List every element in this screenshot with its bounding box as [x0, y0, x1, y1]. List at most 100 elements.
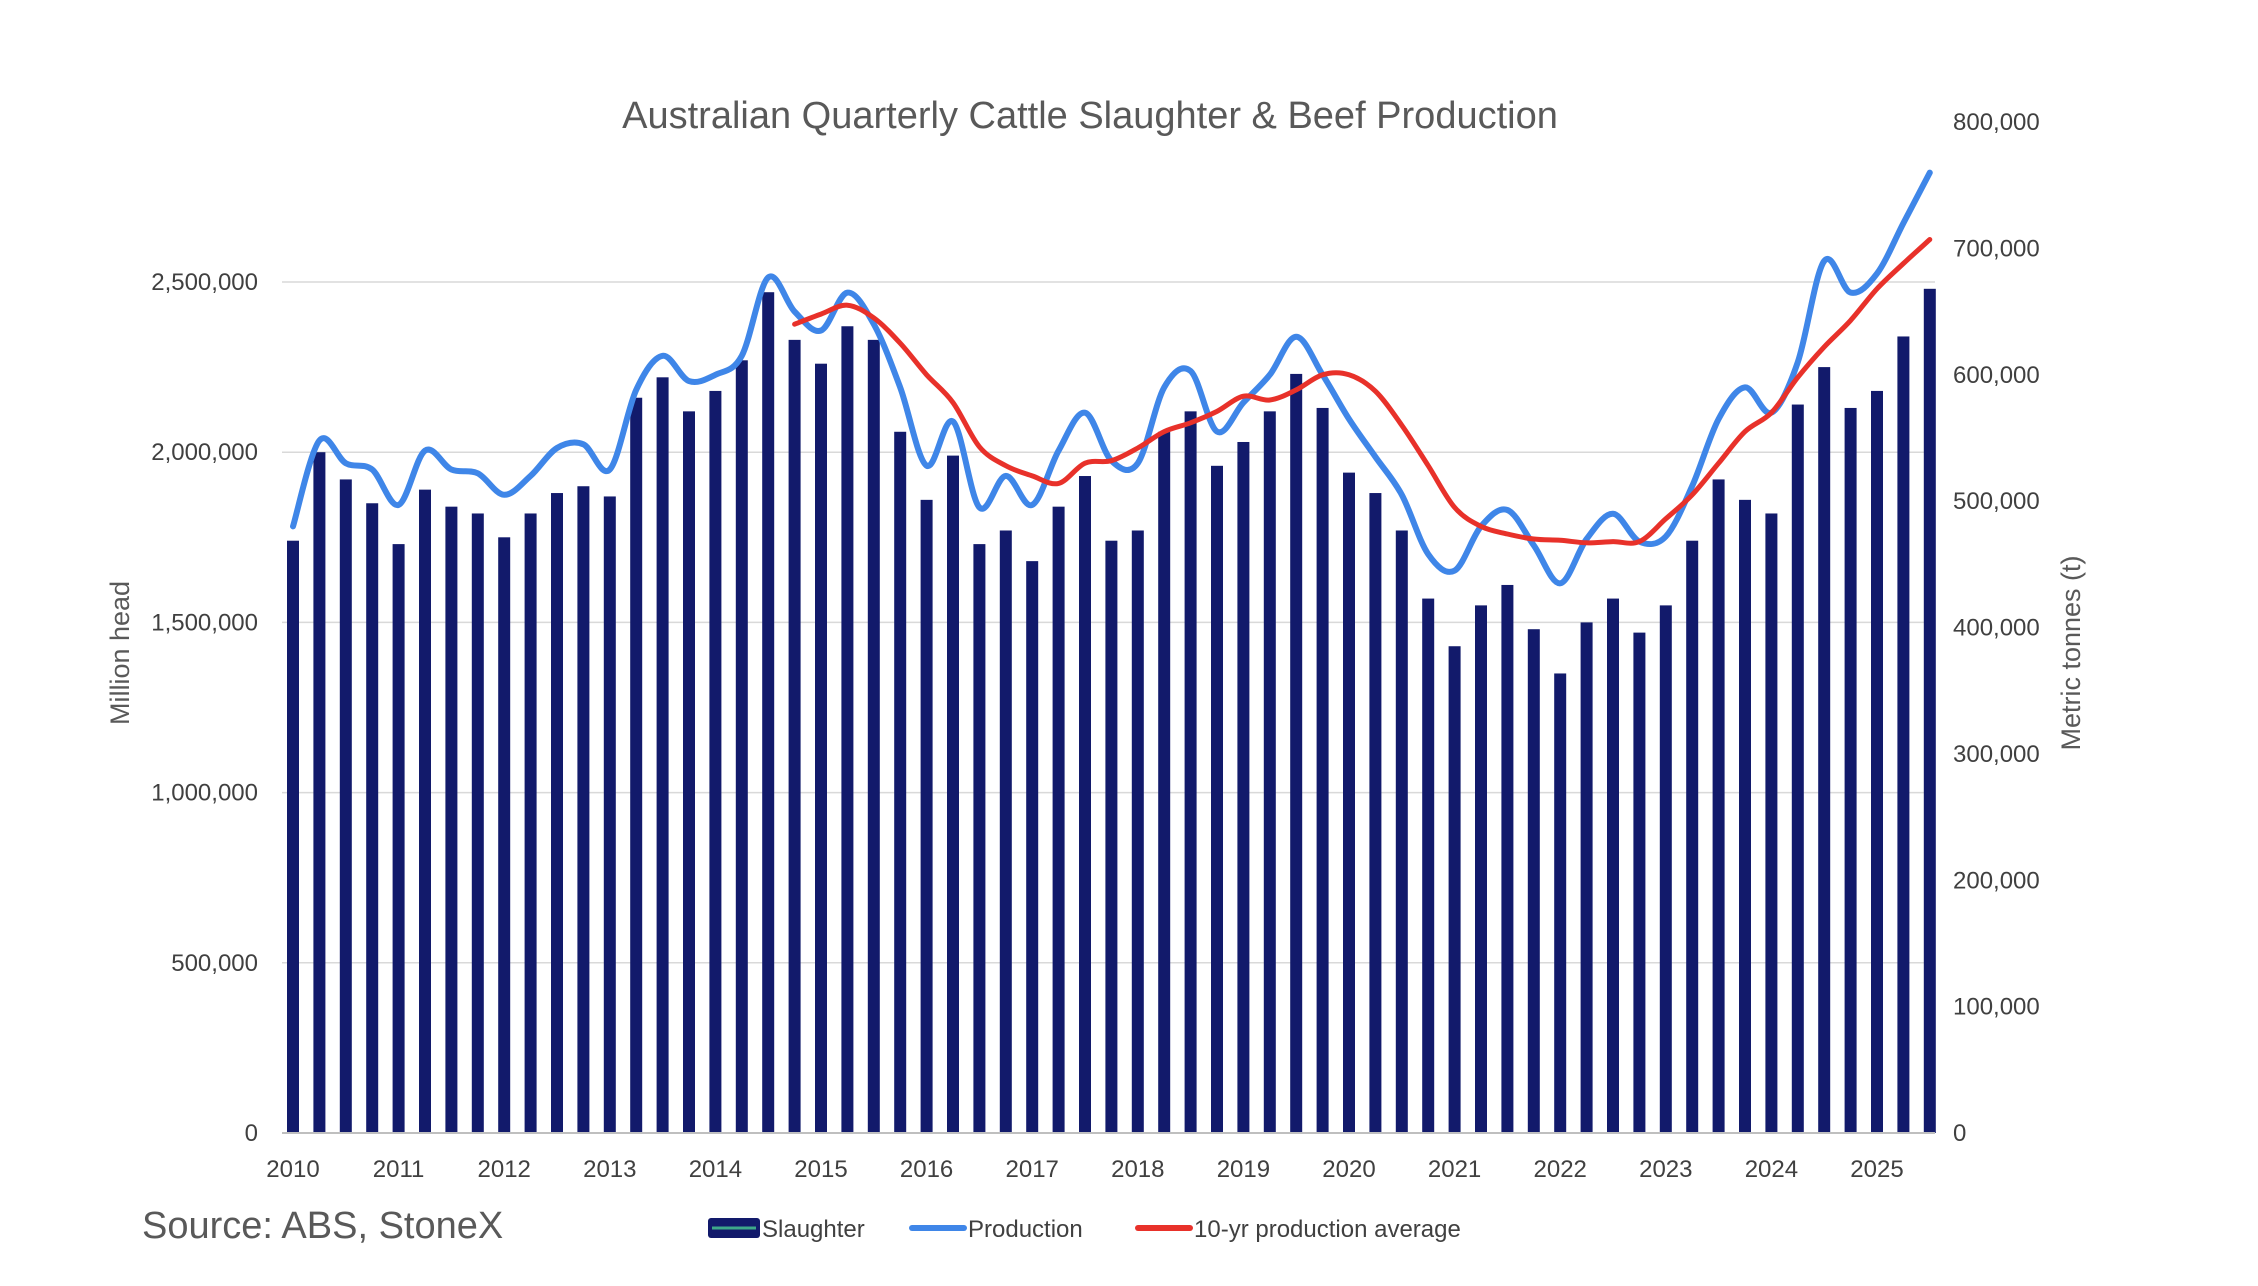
left-tick-label: 2,000,000	[151, 439, 258, 466]
slaughter-bar	[1871, 390, 1883, 1134]
slaughter-bar	[339, 479, 352, 1133]
production-line	[290, 169, 1933, 587]
x-tick-label: 2023	[1639, 1156, 1692, 1183]
x-tick-label: 2025	[1850, 1156, 1903, 1183]
slaughter-bar	[1343, 472, 1355, 1133]
slaughter-bar	[1765, 513, 1778, 1133]
slaughter-bar	[551, 493, 563, 1134]
slaughter-bar	[999, 530, 1012, 1133]
legend-production-label: Production	[968, 1216, 1083, 1243]
right-tick-label: 0	[1953, 1120, 1966, 1147]
slaughter-bar	[841, 326, 854, 1133]
slaughter-bar	[894, 431, 907, 1133]
slaughter-bar	[1158, 431, 1171, 1133]
x-tick-label: 2020	[1322, 1156, 1375, 1183]
left-tick-label: 500,000	[171, 950, 258, 977]
right-tick-label: 500,000	[1953, 488, 2040, 515]
right-tick-label: 400,000	[1953, 615, 2040, 642]
slaughter-bar	[867, 339, 880, 1133]
slaughter-bar	[1475, 605, 1487, 1133]
x-axis-ticks: 2010 2011 2012 2013 2014 2015 2016 2017 2018 2019…	[266, 1156, 1903, 1183]
x-tick-label: 2012	[478, 1156, 531, 1183]
right-tick-label: 800,000	[1953, 109, 2040, 136]
slaughter-bar	[1211, 465, 1223, 1133]
right-tick-label: 300,000	[1953, 741, 2040, 768]
x-tick-label: 2013	[583, 1156, 636, 1183]
slaughter-bar	[1026, 561, 1039, 1133]
slaughter-bar	[603, 496, 616, 1133]
slaughter-bar	[1290, 373, 1303, 1134]
chart-title: Australian Quarterly Cattle Slaughter & …	[622, 95, 1558, 137]
slaughter-bar	[313, 452, 326, 1133]
x-tick-label: 2024	[1745, 1156, 1798, 1183]
left-axis-label: Million head	[105, 581, 135, 725]
legend-average-label: 10-yr production average	[1194, 1216, 1461, 1243]
slaughter-bar	[1554, 673, 1567, 1133]
right-axis-label: Metric tonnes (t)	[2056, 555, 2086, 750]
slaughter-bar	[498, 537, 511, 1133]
slaughter-bar	[1580, 622, 1593, 1133]
slaughter-bar	[1263, 411, 1276, 1133]
x-tick-label: 2011	[373, 1156, 425, 1183]
slaughter-bar	[1818, 367, 1831, 1134]
slaughter-bar	[1923, 288, 1936, 1134]
slaughter-bar	[392, 544, 405, 1133]
slaughter-bar	[762, 292, 775, 1133]
x-tick-label: 2014	[689, 1156, 742, 1183]
x-tick-label: 2022	[1534, 1156, 1587, 1183]
slaughter-bar	[656, 377, 669, 1133]
slaughter-bar	[419, 489, 431, 1133]
slaughter-bar	[1607, 598, 1619, 1133]
slaughter-bar	[1527, 629, 1540, 1133]
legend: Slaughter Production 10-yr production av…	[708, 1216, 1461, 1243]
slaughter-bar	[1079, 476, 1091, 1133]
x-tick-label: 2017	[1006, 1156, 1059, 1183]
slaughter-bar	[735, 360, 748, 1133]
slaughter-bars	[287, 288, 1936, 1134]
slaughter-bar	[815, 363, 827, 1133]
slaughter-bar	[1369, 493, 1382, 1134]
x-tick-label: 2019	[1217, 1156, 1270, 1183]
production-lines	[290, 169, 1933, 587]
slaughter-bar	[1395, 530, 1408, 1133]
source-note: Source: ABS, StoneX	[142, 1205, 503, 1247]
right-tick-label: 700,000	[1953, 235, 2040, 262]
slaughter-bar	[287, 540, 299, 1133]
left-tick-label: 2,500,000	[151, 269, 258, 296]
legend-slaughter-label: Slaughter	[762, 1216, 865, 1243]
average-line	[792, 237, 1933, 546]
slaughter-bar	[709, 390, 722, 1134]
slaughter-bar	[1316, 407, 1329, 1133]
slaughter-bar	[1237, 441, 1250, 1133]
x-tick-label: 2018	[1111, 1156, 1164, 1183]
slaughter-bar	[1791, 404, 1804, 1133]
slaughter-bar	[471, 513, 484, 1133]
right-axis-ticks: 0 100,000 200,000 300,000 400,000 500,000 600,…	[1953, 109, 2040, 1147]
x-tick-label: 2010	[266, 1156, 319, 1183]
right-tick-label: 200,000	[1953, 867, 2040, 894]
slaughter-bar	[1422, 598, 1435, 1133]
slaughter-bar	[1712, 479, 1725, 1133]
right-tick-label: 600,000	[1953, 362, 2040, 389]
left-tick-label: 0	[245, 1120, 258, 1147]
right-tick-label: 100,000	[1953, 994, 2040, 1021]
slaughter-bar	[1052, 506, 1065, 1133]
slaughter-bar	[1131, 530, 1144, 1133]
slaughter-bar	[788, 339, 801, 1133]
x-tick-label: 2015	[794, 1156, 847, 1183]
left-tick-label: 1,500,000	[151, 609, 258, 636]
slaughter-bar	[1633, 632, 1646, 1133]
slaughter-bar	[1105, 540, 1118, 1133]
slaughter-bar	[577, 486, 590, 1133]
slaughter-bar	[1686, 540, 1699, 1133]
slaughter-bar	[445, 506, 458, 1133]
slaughter-bar	[366, 503, 379, 1133]
slaughter-bar	[630, 397, 643, 1134]
slaughter-bar	[920, 499, 933, 1134]
slaughter-bar	[973, 544, 986, 1133]
slaughter-bar	[524, 513, 537, 1133]
slaughter-bar	[683, 411, 695, 1133]
x-tick-label: 2021	[1428, 1156, 1481, 1183]
slaughter-bar	[1897, 336, 1910, 1133]
